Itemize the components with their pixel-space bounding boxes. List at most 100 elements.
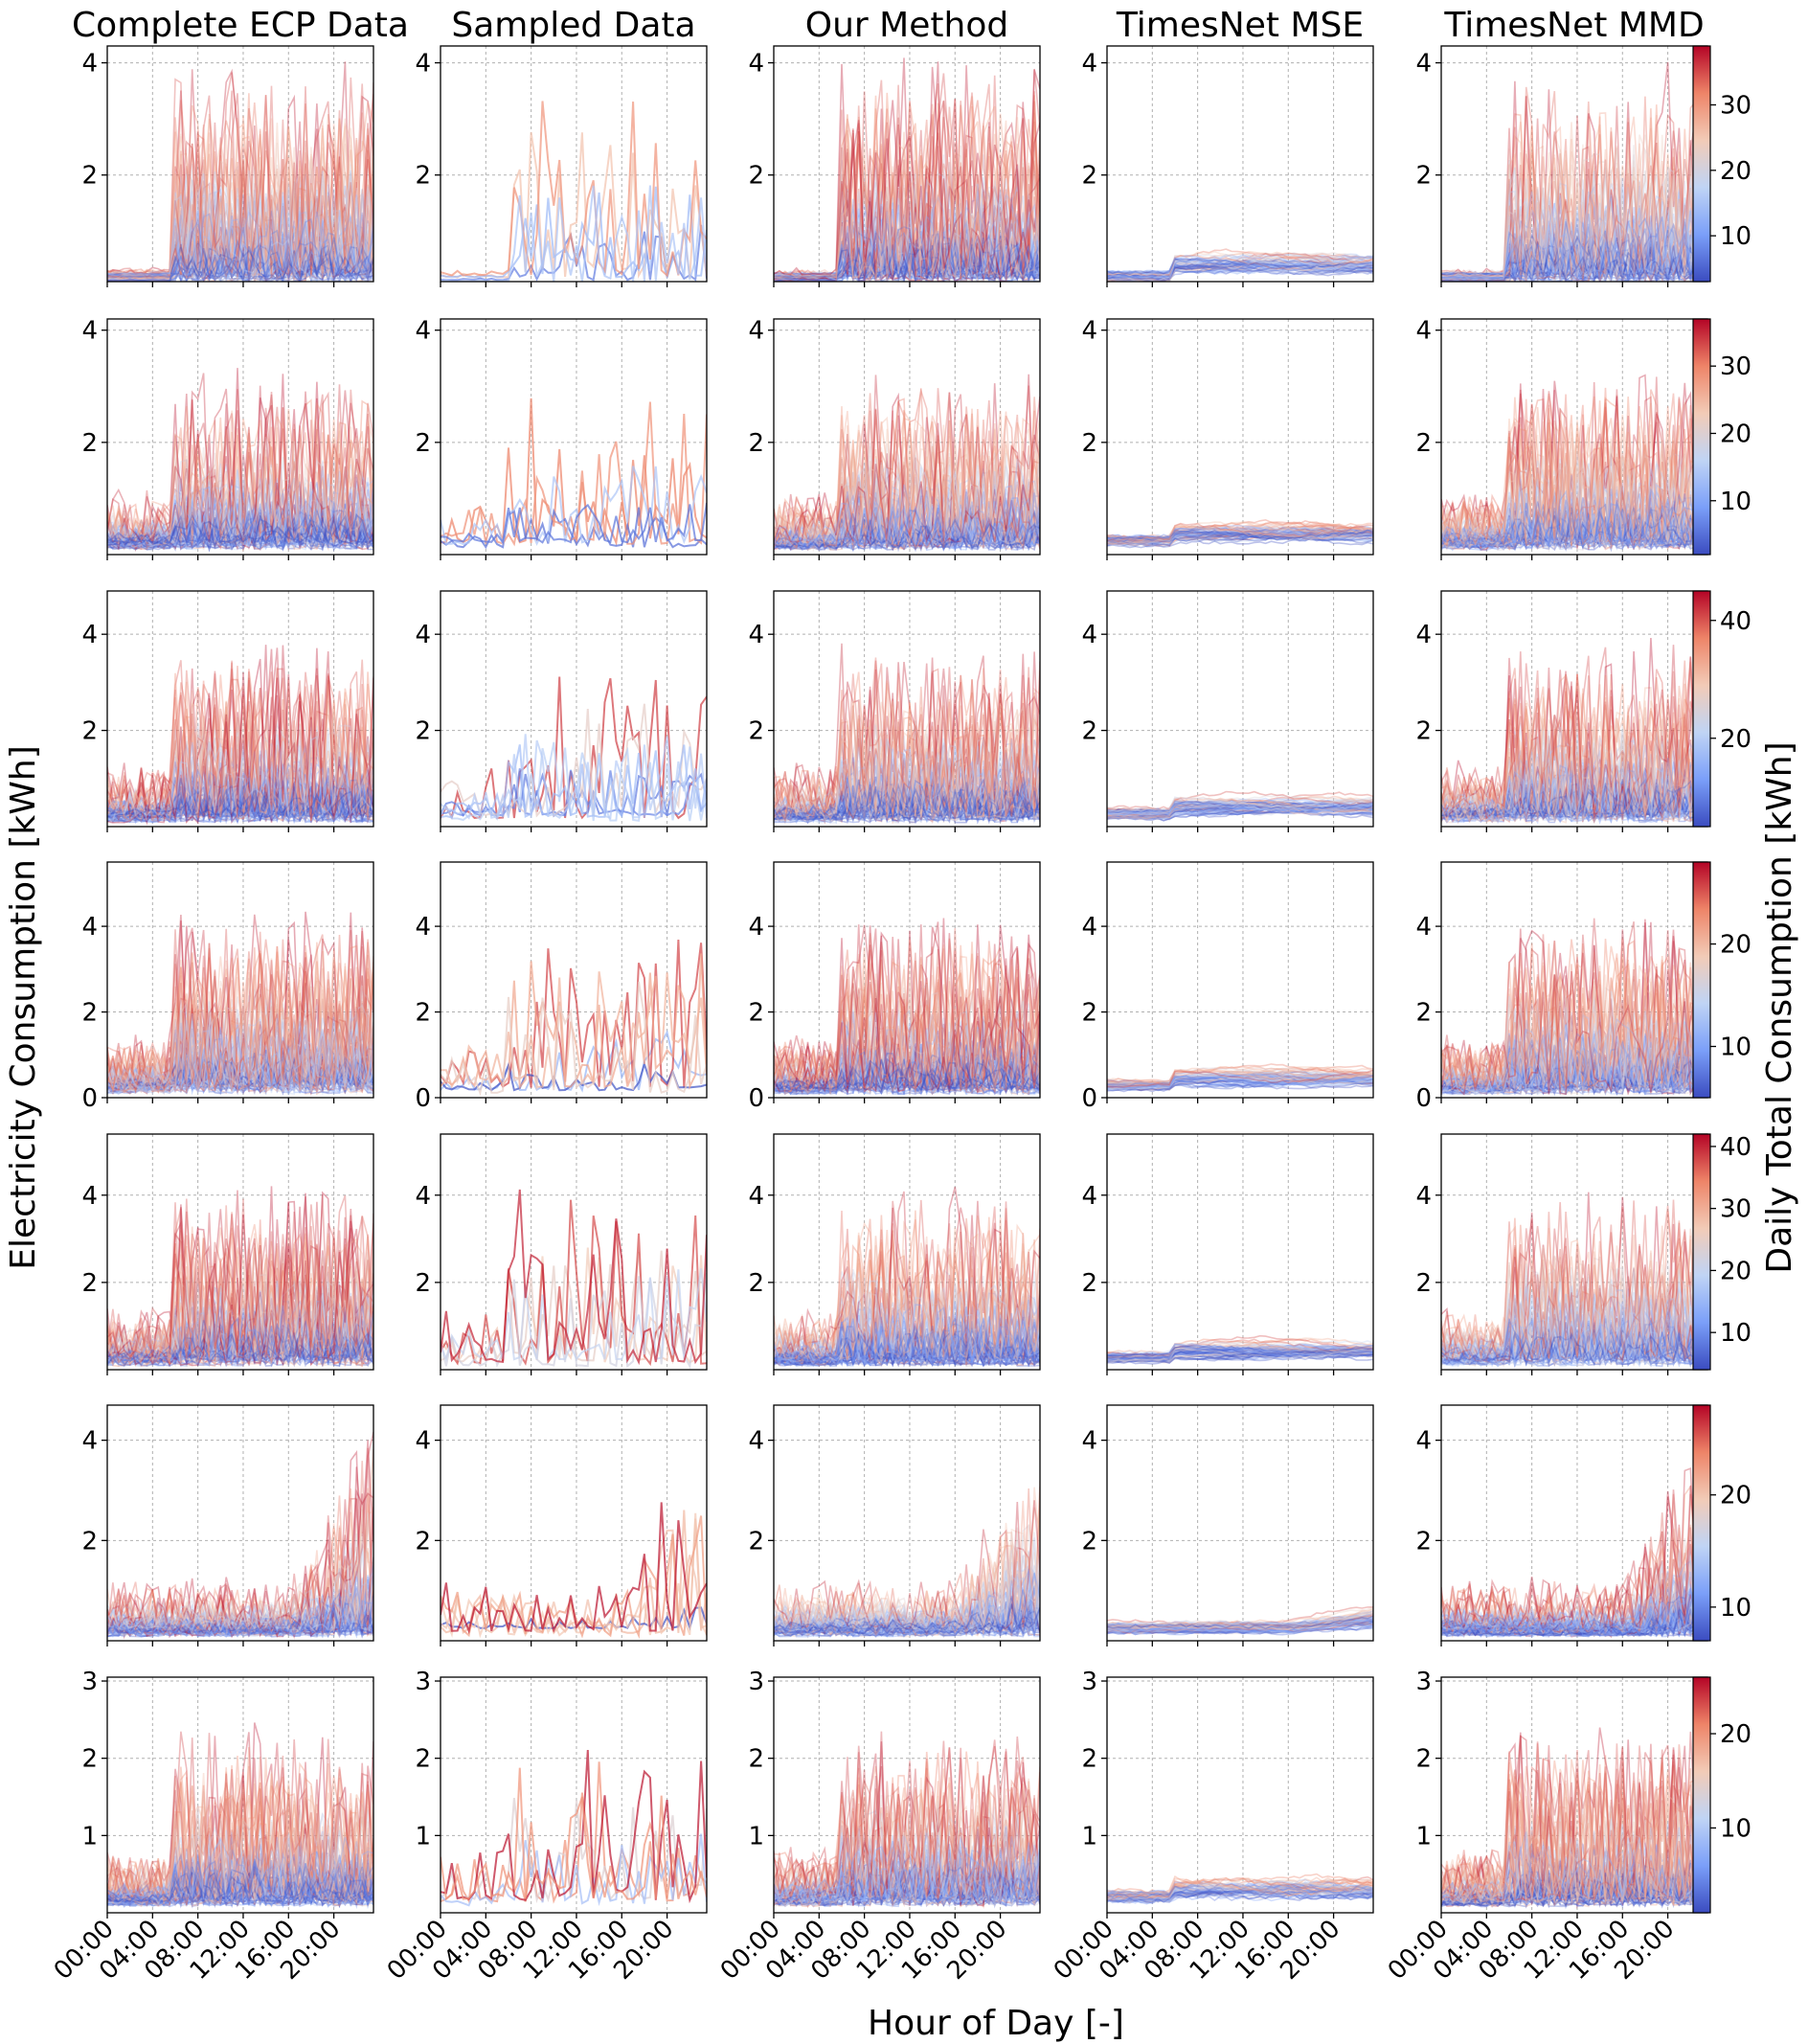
- series-line: [774, 92, 1040, 281]
- series-line: [1441, 1581, 1707, 1630]
- series-line: [107, 186, 373, 278]
- series-line: [107, 1847, 373, 1901]
- series-line: [1107, 1617, 1373, 1634]
- series-line: [1441, 1331, 1707, 1362]
- series-group: [1441, 1727, 1707, 1910]
- series-line: [774, 1751, 1040, 1901]
- series-line: [1441, 1477, 1707, 1632]
- series-line: [1441, 517, 1707, 544]
- series-line: [107, 1233, 373, 1368]
- series-line: [1107, 255, 1373, 282]
- series-line: [1441, 479, 1707, 549]
- series-line: [1107, 1345, 1373, 1361]
- series-line: [774, 1337, 1040, 1366]
- series-line: [1107, 1885, 1373, 1899]
- series-line: [107, 1861, 373, 1907]
- series-line: [774, 1869, 1040, 1903]
- series-line: [107, 973, 373, 1094]
- series-line: [1441, 1251, 1707, 1363]
- series-line: [1441, 1329, 1707, 1363]
- series-line: [1441, 185, 1707, 282]
- series-line: [107, 1782, 373, 1902]
- series-line: [107, 669, 373, 824]
- series-line: [1107, 801, 1373, 814]
- series-line: [774, 235, 1040, 282]
- series-line: [107, 185, 373, 281]
- series-line: [774, 1869, 1040, 1902]
- series-line: [107, 1241, 373, 1368]
- series-line: [774, 1056, 1040, 1095]
- series-line: [1441, 961, 1707, 1091]
- series-line: [774, 1870, 1040, 1901]
- series-line: [107, 61, 373, 277]
- series-line: [1441, 1053, 1707, 1089]
- series-line: [774, 1049, 1040, 1089]
- series-line: [107, 188, 373, 280]
- series-line: [1441, 1607, 1707, 1637]
- series-line: [1107, 801, 1373, 816]
- series-line: [107, 1186, 373, 1367]
- series-line: [107, 1488, 373, 1633]
- series-line: [107, 1855, 373, 1904]
- series-line: [1441, 723, 1707, 819]
- series-line: [1107, 1883, 1373, 1899]
- series-line: [1107, 248, 1373, 277]
- series-line: [1441, 955, 1707, 1087]
- series-line: [1107, 1615, 1373, 1634]
- series-line: [774, 975, 1040, 1093]
- series-line: [1107, 528, 1373, 544]
- series-line: [107, 488, 373, 547]
- series-line: [774, 780, 1040, 822]
- panel: 024: [1081, 861, 1374, 1113]
- series-line: [1107, 802, 1373, 816]
- series-line: [1441, 1612, 1707, 1636]
- series-line: [107, 1867, 373, 1909]
- series-line: [107, 1033, 373, 1094]
- series-line: [441, 101, 707, 278]
- series-line: [774, 226, 1040, 282]
- series-line: [107, 1564, 373, 1633]
- series-line: [774, 1052, 1040, 1090]
- series-line: [107, 1859, 373, 1910]
- series-line: [774, 1210, 1040, 1361]
- series-line: [107, 1569, 373, 1631]
- series-line: [1107, 253, 1373, 278]
- series-group: [1107, 1334, 1373, 1365]
- series-line: [774, 1584, 1040, 1634]
- series-line: [107, 509, 373, 545]
- series-line: [774, 1592, 1040, 1636]
- series-line: [107, 1875, 373, 1907]
- series-line: [441, 1767, 707, 1900]
- series-line: [774, 131, 1040, 278]
- y-tick-label: 2: [1415, 717, 1432, 746]
- series-line: [1107, 1071, 1373, 1091]
- series-line: [1441, 1817, 1707, 1906]
- series-line: [107, 1614, 373, 1633]
- series-line: [107, 1004, 373, 1097]
- series-line: [1107, 1350, 1373, 1362]
- series-line: [1107, 255, 1373, 277]
- colorbar-tick-label: 20: [1720, 1482, 1752, 1510]
- series-line: [107, 130, 373, 277]
- series-line: [107, 1857, 373, 1904]
- series-line: [107, 761, 373, 823]
- series-line: [1107, 1877, 1373, 1897]
- series-line: [107, 160, 373, 276]
- y-tick-label: 1: [1415, 1822, 1432, 1851]
- series-line: [774, 1334, 1040, 1368]
- series-line: [1441, 1841, 1707, 1907]
- series-line: [107, 666, 373, 823]
- series-line: [774, 924, 1040, 1091]
- series-line: [774, 1568, 1040, 1632]
- series-line: [1107, 1607, 1373, 1632]
- series-line: [107, 730, 373, 824]
- series-line: [774, 1045, 1040, 1095]
- series-line: [1441, 758, 1707, 824]
- series-line: [774, 748, 1040, 821]
- series-line: [107, 1794, 373, 1904]
- series-line: [774, 1280, 1040, 1362]
- series-line: [774, 1589, 1040, 1631]
- series-line: [774, 1741, 1040, 1907]
